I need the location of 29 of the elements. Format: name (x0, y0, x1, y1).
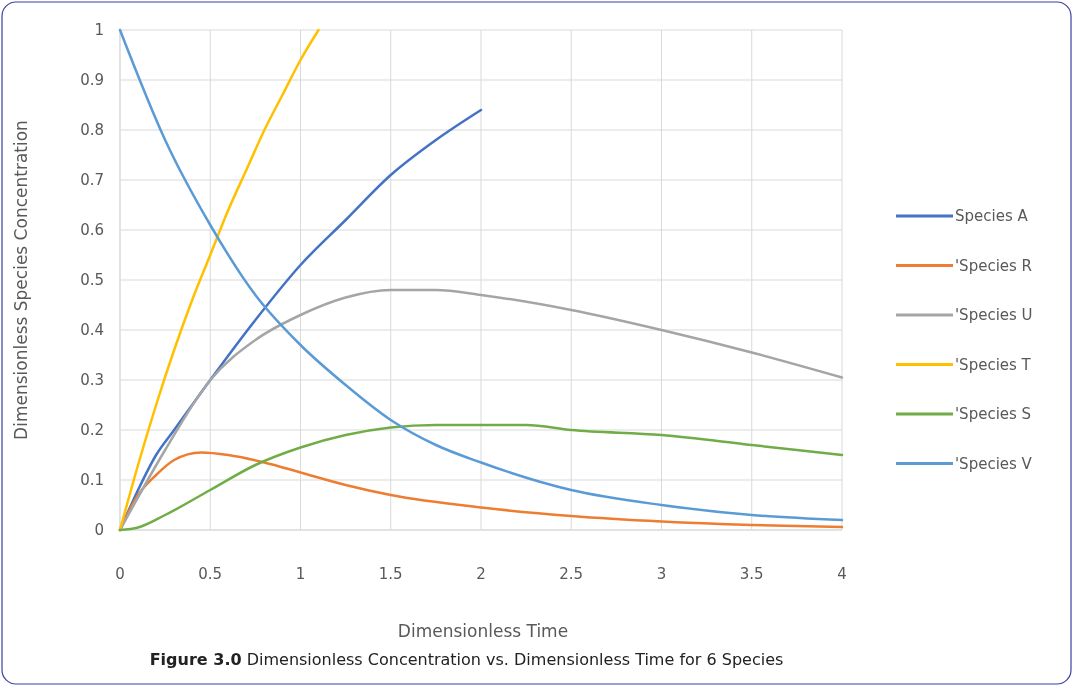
x-tick-label: 2 (476, 565, 486, 583)
legend-label: 'Species R (955, 256, 1033, 275)
legend-label: 'Species U (955, 306, 1033, 325)
x-tick-label: 1 (295, 565, 306, 583)
x-tick-label: 3.5 (739, 565, 764, 583)
y-tick-label: 1 (94, 21, 104, 40)
x-tick-label: 0.5 (198, 565, 223, 583)
x-tick-label: 3 (656, 565, 667, 583)
x-tick-label: 4 (837, 565, 847, 583)
y-tick-label: 0.6 (80, 221, 104, 240)
legend-label: 'Species T (955, 355, 1032, 374)
y-tick-label: 0.3 (80, 371, 104, 390)
y-axis-title: Dimensionless Species Concentration (11, 120, 31, 440)
y-tick-label: 0.2 (80, 421, 104, 440)
caption: Figure 3.0 Dimensionless Concentration vs. Dimensionless Time for 6 Species (149, 650, 784, 669)
y-tick-label: 0.9 (80, 71, 104, 90)
legend-label: 'Species S (955, 405, 1032, 424)
y-tick-label: 0 (94, 521, 104, 540)
y-tick-label: 0.1 (80, 471, 104, 490)
x-tick-label: 2.5 (559, 565, 584, 583)
x-tick-label: 0 (115, 565, 125, 583)
y-tick-label: 0.4 (80, 321, 104, 340)
x-tick-label: 1.5 (378, 565, 403, 583)
x-axis-title: Dimensionless Time (397, 621, 569, 641)
y-tick-label: 0.8 (80, 121, 104, 140)
y-tick-label: 0.5 (80, 271, 104, 290)
legend-label: Species A (955, 207, 1029, 226)
legend-label: 'Species V (955, 454, 1033, 473)
y-tick-label: 0.7 (80, 171, 104, 190)
